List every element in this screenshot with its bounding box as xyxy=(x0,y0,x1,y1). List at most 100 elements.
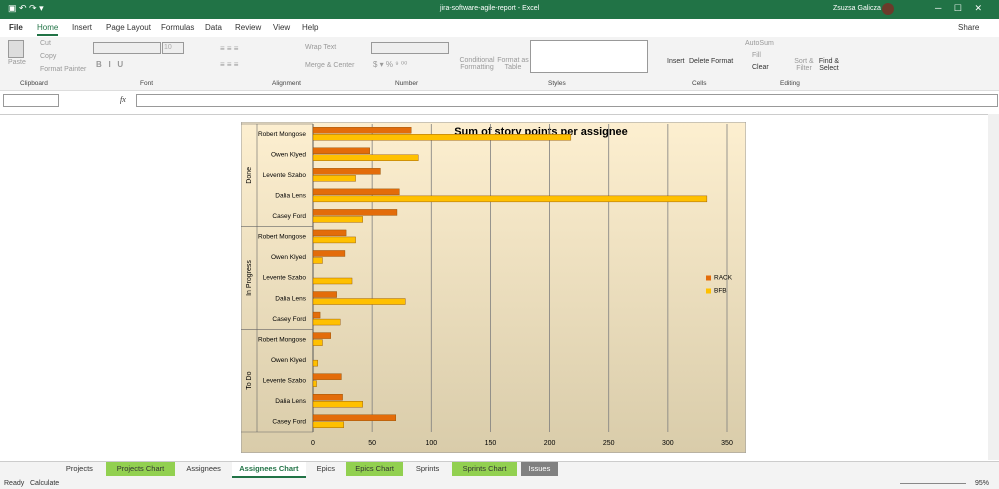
formula-input[interactable] xyxy=(136,94,998,107)
legend-label: RACK xyxy=(714,275,733,282)
font-size-box[interactable] xyxy=(162,42,184,54)
x-tick-label: 100 xyxy=(425,440,437,447)
menu-tab[interactable]: Data xyxy=(205,23,222,32)
bar xyxy=(312,318,341,326)
bar xyxy=(312,421,344,428)
bar xyxy=(312,216,363,223)
format-cells[interactable]: Format xyxy=(711,58,734,65)
group-label: To Do xyxy=(246,371,253,389)
merge-center[interactable]: Merge & Center xyxy=(305,62,355,69)
bar xyxy=(312,394,343,401)
legend-label: BFB xyxy=(714,288,727,295)
quick-access[interactable]: ▣ ↶ ↷ ▾ xyxy=(8,3,44,13)
menu-tab[interactable]: Page Layout xyxy=(106,23,151,32)
format-painter[interactable]: Format Painter xyxy=(40,66,87,73)
menu-tab[interactable]: View xyxy=(273,23,291,32)
sheet-tab[interactable]: Sprints xyxy=(407,462,448,476)
bar xyxy=(312,380,317,387)
format-as-table[interactable]: Format as Table xyxy=(497,57,529,71)
y-tick-label: Casey Ford xyxy=(272,316,306,323)
sheet-tab[interactable]: Epics Chart xyxy=(346,462,404,476)
number-format[interactable] xyxy=(371,42,449,54)
window-controls[interactable]: ─ ☐ ✕ xyxy=(935,3,982,13)
zoom-slider[interactable] xyxy=(900,483,966,484)
bar xyxy=(312,168,381,175)
insert-cells[interactable]: Insert xyxy=(667,58,685,65)
sheet-tab[interactable]: Issues xyxy=(521,462,558,476)
y-tick-label: Robert Mongose xyxy=(258,234,306,241)
bar xyxy=(312,298,406,305)
sheet-tab[interactable]: Projects xyxy=(57,462,102,476)
bar xyxy=(312,414,397,421)
find-select[interactable]: Find & Select xyxy=(818,58,840,72)
conditional-formatting[interactable]: Conditional Formatting xyxy=(459,57,495,71)
bar xyxy=(312,373,342,380)
bar xyxy=(312,154,419,161)
bar xyxy=(312,127,412,134)
font-name[interactable] xyxy=(93,42,161,54)
paste[interactable]: Paste xyxy=(8,59,26,66)
x-tick-label: 250 xyxy=(603,440,615,447)
zoom-level[interactable]: 95% xyxy=(975,480,990,487)
name-box[interactable] xyxy=(3,94,59,107)
sheet-tab[interactable]: Sprints Chart xyxy=(451,462,518,476)
bar xyxy=(312,339,323,346)
avatar[interactable] xyxy=(882,3,894,15)
status-calculate[interactable]: Calculate xyxy=(30,480,60,487)
menu-bar xyxy=(0,19,999,37)
y-tick-label: Dalia Lens xyxy=(275,398,306,405)
bar xyxy=(312,134,572,141)
cell-styles[interactable] xyxy=(530,40,648,73)
share-button[interactable]: Share xyxy=(958,23,980,32)
delete-cells[interactable]: Delete xyxy=(689,58,710,65)
x-tick-label: 300 xyxy=(662,440,674,447)
fx-label[interactable]: fx xyxy=(120,95,126,104)
sheet-tab[interactable]: Projects Chart xyxy=(105,462,176,476)
y-tick-label: Levente Szabo xyxy=(263,377,307,384)
status-bar xyxy=(0,478,999,489)
align-buttons[interactable]: ≡ ≡ ≡ xyxy=(220,44,239,53)
menu-tab[interactable]: Review xyxy=(235,23,262,32)
menu-tab[interactable]: Insert xyxy=(72,23,93,32)
y-tick-label: Owen Klyed xyxy=(271,357,306,364)
group-label: Font xyxy=(140,80,154,87)
user-name[interactable]: Zsuzsa Galicza xyxy=(833,5,881,12)
paste-icon[interactable] xyxy=(8,40,24,58)
y-tick-label: Robert Mongose xyxy=(258,131,306,138)
number-buttons[interactable]: $ ▾ % ⁹ ⁰⁰ xyxy=(373,60,408,69)
align-buttons[interactable]: ≡ ≡ ≡ xyxy=(220,60,239,69)
bar xyxy=(312,236,356,244)
chart: Sum of story points per assignee 0 50 100 1… xyxy=(241,122,746,453)
menu-tab[interactable]: Home xyxy=(37,23,59,36)
bar xyxy=(312,195,708,203)
group-label: In Progress xyxy=(246,260,253,296)
y-tick-label: Levente Szabo xyxy=(263,172,307,179)
copy[interactable]: Copy xyxy=(40,53,57,60)
cut[interactable]: Cut xyxy=(40,40,51,47)
group-label: Editing xyxy=(780,80,800,87)
group-label: Styles xyxy=(548,80,566,87)
window-title: jira-software-agile-report - Excel xyxy=(440,5,540,12)
font-size[interactable]: 10 xyxy=(164,44,172,51)
wrap-text[interactable]: Wrap Text xyxy=(305,44,337,51)
group-label: Alignment xyxy=(272,80,301,87)
menu-tab[interactable]: File xyxy=(9,23,23,32)
bar xyxy=(312,188,400,196)
sort-filter[interactable]: Sort & Filter xyxy=(794,58,814,72)
vertical-scrollbar[interactable] xyxy=(988,114,999,460)
bar xyxy=(312,291,337,298)
bar xyxy=(312,257,323,264)
fill[interactable]: Fill xyxy=(752,52,761,59)
menu-tab[interactable]: Help xyxy=(302,23,319,32)
menu-tab[interactable]: Formulas xyxy=(161,23,195,32)
bar xyxy=(312,401,363,408)
font-buttons[interactable]: B I U xyxy=(96,60,124,69)
x-tick-label: 0 xyxy=(311,440,315,447)
status-ready: Ready xyxy=(4,480,25,487)
sheet-tab[interactable]: Assignees Chart xyxy=(232,462,306,478)
sheet-tab[interactable]: Epics xyxy=(309,462,343,476)
clear[interactable]: Clear xyxy=(752,64,769,71)
autosum[interactable]: AutoSum xyxy=(745,40,774,47)
sheet-tab[interactable]: Assignees xyxy=(179,462,229,476)
